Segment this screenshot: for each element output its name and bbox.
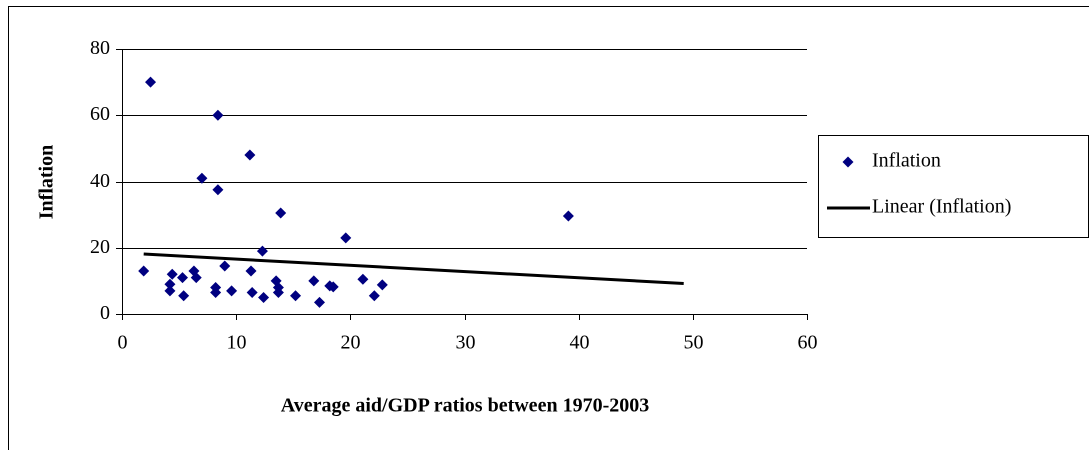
- data-point: [272, 286, 284, 298]
- chart-border: [8, 6, 1089, 450]
- legend-marker: [842, 156, 854, 168]
- y-axis-label: Inflation: [36, 145, 58, 219]
- data-point: [226, 285, 238, 297]
- data-point: [212, 184, 224, 196]
- y-tick-label: 80: [90, 37, 110, 59]
- data-point: [376, 279, 388, 291]
- data-point: [138, 265, 150, 277]
- x-tick-label: 30: [456, 332, 476, 354]
- data-point: [314, 296, 326, 308]
- x-tick-label: 20: [341, 332, 361, 354]
- x-tick-label: 50: [684, 332, 704, 354]
- data-point: [190, 272, 202, 284]
- data-point: [164, 285, 176, 297]
- x-tick-label: 10: [227, 332, 247, 354]
- x-tick-label: 0: [118, 332, 128, 354]
- data-point: [327, 281, 339, 293]
- data-point: [340, 232, 352, 244]
- data-point: [219, 260, 231, 272]
- x-tick-label: 40: [570, 332, 590, 354]
- data-point: [357, 273, 369, 285]
- y-tick-label: 0: [100, 302, 110, 324]
- data-point: [177, 272, 189, 284]
- data-point: [145, 76, 157, 88]
- data-point: [368, 290, 380, 302]
- y-tick-label: 40: [90, 170, 110, 192]
- data-point: [256, 245, 268, 257]
- x-axis-label: Average aid/GDP ratios between 1970-2003: [281, 395, 649, 417]
- data-point: [244, 149, 256, 161]
- y-tick-label: 60: [90, 103, 110, 125]
- data-point: [164, 278, 176, 290]
- legend-label: Inflation: [872, 150, 941, 172]
- data-point: [166, 268, 178, 280]
- data-point: [258, 291, 270, 303]
- data-point: [210, 286, 222, 298]
- data-point: [246, 286, 258, 298]
- y-tick-label: 20: [90, 236, 110, 258]
- data-point: [275, 207, 287, 219]
- data-point: [212, 109, 224, 121]
- data-point: [178, 290, 190, 302]
- trend-line: [143, 252, 684, 286]
- data-point: [290, 290, 302, 302]
- legend-label: Linear (Inflation): [872, 196, 1011, 218]
- x-tick-label: 60: [798, 332, 818, 354]
- data-point: [245, 265, 257, 277]
- data-point: [562, 210, 574, 222]
- data-point: [196, 172, 208, 184]
- data-point: [308, 275, 320, 287]
- legend-box: [818, 135, 1089, 238]
